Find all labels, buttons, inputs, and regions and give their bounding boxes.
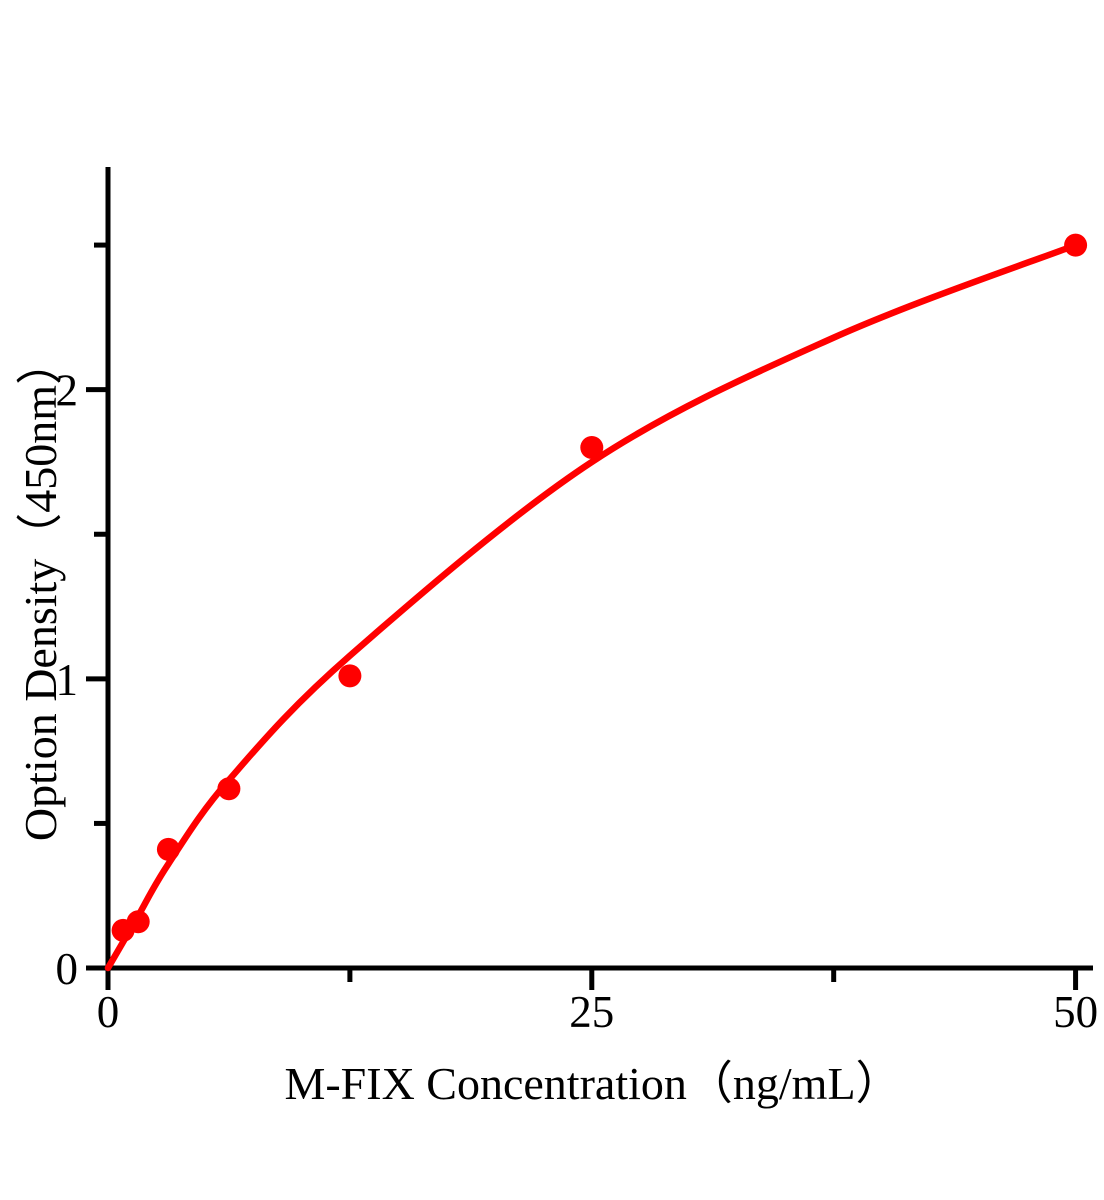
y-tick-label: 2: [56, 366, 79, 416]
y-tick-label: 1: [56, 655, 79, 705]
y-axis-title: Option Density（450nm）: [15, 338, 66, 842]
data-point: [217, 777, 241, 801]
data-point: [338, 664, 362, 688]
x-tick-label: 50: [1053, 987, 1098, 1037]
data-points-layer: [111, 233, 1088, 942]
tick-labels-layer: 0 25 50 0 1 2: [56, 366, 1099, 1037]
x-axis-title: M-FIX Concentration（ng/mL）: [284, 1058, 902, 1109]
data-point: [580, 436, 604, 459]
axes-layer: [86, 167, 1093, 990]
data-point: [1064, 233, 1088, 257]
data-point: [156, 837, 180, 861]
x-tick-label: 0: [97, 987, 120, 1037]
fit-curve-layer: [104, 241, 1079, 972]
y-tick-label: 0: [56, 944, 79, 994]
x-tick-label: 25: [569, 987, 614, 1037]
data-point: [126, 910, 150, 934]
fit-curve: [104, 241, 1079, 972]
